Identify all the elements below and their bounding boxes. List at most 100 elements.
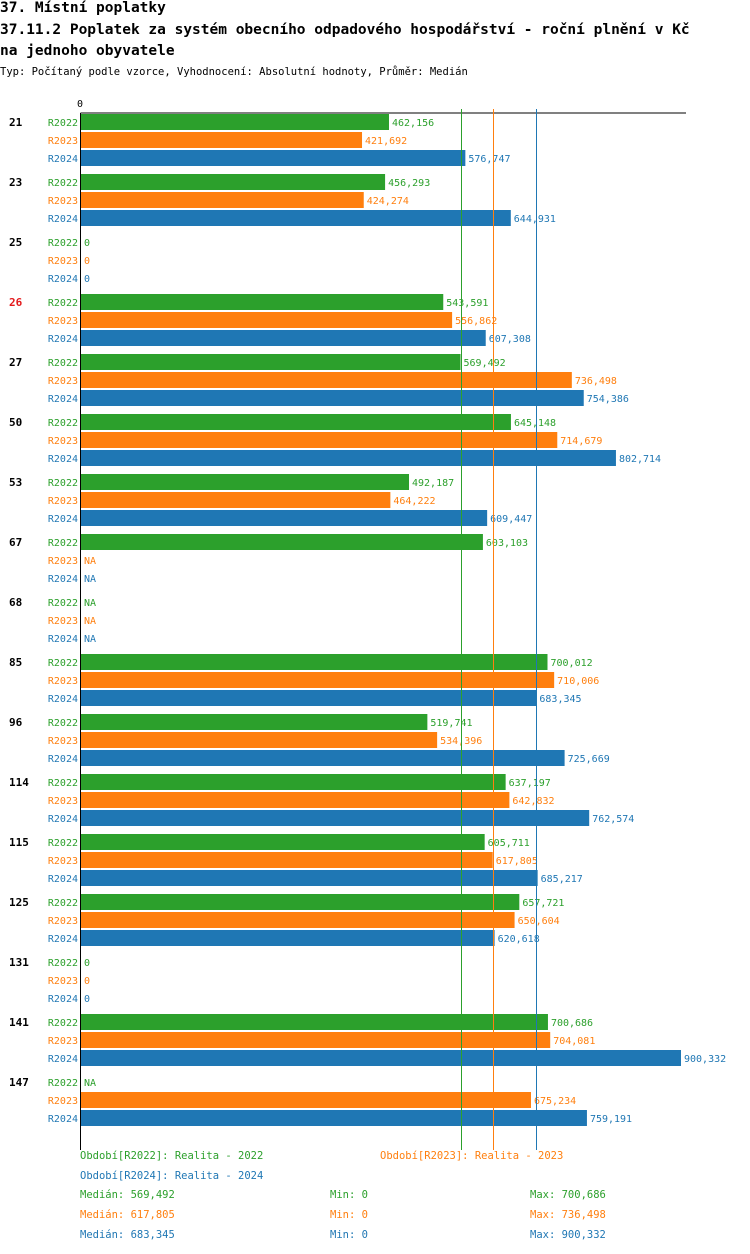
bar: [81, 852, 493, 868]
series-label: R2023: [48, 496, 78, 507]
legend-max-r2023: Max: 736,498: [530, 1209, 606, 1221]
legend-r2024: Období[R2024]: Realita - 2024: [80, 1170, 264, 1182]
data-label: 543,591: [446, 298, 488, 309]
legend-min-r2023: Min: 0: [330, 1209, 368, 1221]
series-label: R2024: [48, 394, 78, 405]
series-label: R2024: [48, 154, 78, 165]
series-label: R2023: [48, 796, 78, 807]
data-label: 462,156: [392, 118, 434, 129]
data-label: 802,714: [619, 454, 661, 465]
series-label: R2023: [48, 316, 78, 327]
data-label: 620,618: [498, 934, 540, 945]
data-label: 456,293: [388, 178, 430, 189]
bar: [81, 432, 558, 448]
bar: [81, 1110, 587, 1126]
series-label: R2022: [48, 898, 78, 909]
bar: [81, 114, 389, 130]
series-label: R2022: [48, 358, 78, 369]
bar: [81, 354, 461, 370]
data-label: 685,217: [541, 874, 583, 885]
legend-median-r2023: Medián: 617,805: [80, 1209, 175, 1221]
series-label: R2023: [48, 976, 78, 987]
legend-min-r2022: Min: 0: [330, 1189, 368, 1201]
data-label: 603,103: [486, 538, 528, 549]
series-label: R2023: [48, 436, 78, 447]
series-label: R2024: [48, 274, 78, 285]
bar: [81, 690, 537, 706]
series-label: R2024: [48, 934, 78, 945]
chart-subtitle-line1: 37.11.2 Poplatek za systém obecního odpa…: [0, 22, 690, 38]
bar: [81, 1050, 681, 1066]
bar: [81, 312, 453, 328]
bar: [81, 474, 410, 490]
group-label: 25: [9, 236, 22, 249]
group-label: 23: [9, 176, 22, 189]
series-label: R2022: [48, 778, 78, 789]
bar: [81, 774, 506, 790]
data-label: 556,862: [455, 316, 497, 327]
series-label: R2024: [48, 634, 78, 645]
data-label: 714,679: [560, 436, 602, 447]
axis-zero-label: 0: [77, 99, 83, 110]
data-label: 0: [84, 274, 90, 285]
data-label: 464,222: [393, 496, 435, 507]
data-label: 725,669: [568, 754, 610, 765]
series-label: R2022: [48, 1078, 78, 1089]
bar: [81, 672, 555, 688]
data-label: 657,721: [522, 898, 564, 909]
bar: [81, 834, 485, 850]
data-label: NA: [84, 616, 96, 627]
bar: [81, 372, 572, 388]
group-label: 53: [9, 476, 22, 489]
series-label: R2022: [48, 118, 78, 129]
data-label: 617,805: [496, 856, 538, 867]
group-label: 67: [9, 536, 22, 549]
legend-median-r2024: Medián: 683,345: [80, 1229, 175, 1241]
data-label: 607,308: [489, 334, 531, 345]
data-label: 0: [84, 238, 90, 249]
data-label: 700,012: [551, 658, 593, 669]
group-label: 26: [9, 296, 23, 309]
data-label: NA: [84, 598, 96, 609]
data-label: 736,498: [575, 376, 617, 387]
series-label: R2022: [48, 598, 78, 609]
group-label: 21: [9, 116, 23, 129]
group-label: 125: [9, 896, 29, 909]
series-label: R2022: [48, 478, 78, 489]
bar: [81, 1092, 531, 1108]
group-label: 115: [9, 836, 29, 849]
series-label: R2023: [48, 556, 78, 567]
legend-r2022: Období[R2022]: Realita - 2022: [80, 1150, 264, 1162]
series-label: R2024: [48, 514, 78, 525]
bar: [81, 732, 438, 748]
bar: [81, 210, 511, 226]
bar: [81, 174, 386, 190]
data-label: NA: [84, 574, 96, 585]
legend-median-r2022: Medián: 569,492: [80, 1189, 175, 1201]
group-label: 147: [9, 1076, 29, 1089]
bar: [81, 750, 565, 766]
group-label: 96: [9, 716, 23, 729]
data-label: 710,006: [557, 676, 599, 687]
legend-r2023: Období[R2023]: Realita - 2023: [380, 1150, 564, 1162]
series-label: R2022: [48, 658, 78, 669]
group-label: 50: [9, 416, 22, 429]
bar: [81, 414, 511, 430]
data-label: 642,832: [512, 796, 554, 807]
bar: [81, 192, 364, 208]
data-label: 675,234: [534, 1096, 576, 1107]
chart-type-info: Typ: Počítaný podle vzorce, Vyhodnocení:…: [0, 66, 468, 78]
group-label: 85: [9, 656, 22, 669]
bar: [81, 1032, 551, 1048]
group-label: 114: [9, 776, 29, 789]
data-label: 0: [84, 994, 90, 1005]
series-label: R2023: [48, 736, 78, 747]
bar-chart: 0 21 R2022 462,156 R2023 421,692 R2024 576,747 2…: [9, 99, 726, 1150]
data-label: NA: [84, 556, 96, 567]
data-label: 759,191: [590, 1114, 632, 1125]
data-label: 605,711: [488, 838, 530, 849]
series-label: R2022: [48, 418, 78, 429]
bar: [81, 894, 520, 910]
series-label: R2023: [48, 256, 78, 267]
legend-max-r2024: Max: 900,332: [530, 1229, 606, 1241]
